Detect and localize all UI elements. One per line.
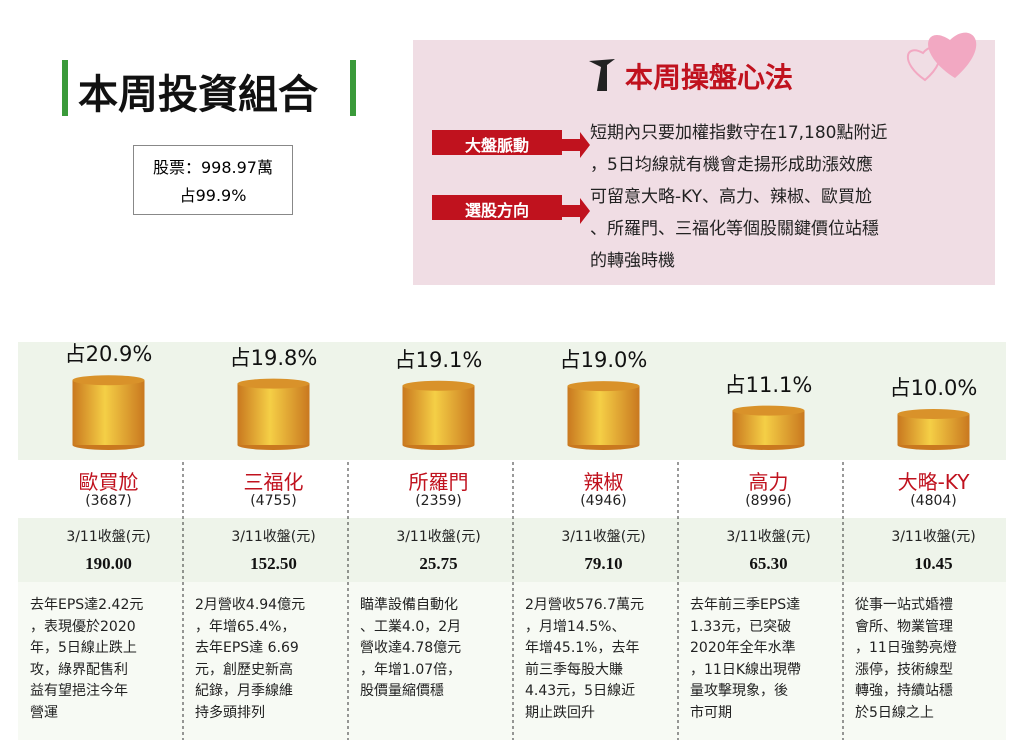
strategy-tag: 大盤脈動 (464, 136, 529, 155)
price: 10.45 (914, 554, 953, 573)
stock-name: 歐買尬 (78, 470, 139, 494)
desc-line: 股價量縮價穩 (360, 683, 444, 699)
desc-line: 紀錄，月季線維 (195, 683, 293, 699)
desc-line: 轉強，持續站穩 (855, 683, 953, 699)
strategy-title: 本周操盤心法 (625, 61, 794, 94)
desc-line: 漲停，技術線型 (855, 661, 953, 678)
holding-line: 股票：998.97萬 (153, 158, 273, 177)
strategy-line: 短期內只要加權指數守在17,180點附近 (590, 123, 888, 143)
desc-line: ，表現優於2020 (30, 618, 136, 635)
title-bar-left (62, 60, 68, 116)
desc-line: 期止跌回升 (525, 704, 595, 721)
close-label: 3/11收盤(元) (231, 529, 316, 545)
price: 25.75 (419, 554, 458, 573)
bar (237, 383, 310, 445)
strategy-panel (413, 40, 995, 285)
desc-line: 年增45.1%，去年 (525, 640, 640, 656)
strategy-tag: 選股方向 (464, 201, 529, 220)
value-label: 占11.1% (724, 372, 813, 397)
stock-name: 三福化 (243, 470, 304, 494)
desc-line: ，11日強勢亮燈 (855, 640, 957, 656)
desc-line: 瞄準設備自動化 (360, 597, 458, 613)
value-label: 占19.8% (229, 345, 318, 370)
desc-line: 去年EPS達2.42元 (30, 597, 144, 613)
stock-code: (4804) (910, 493, 957, 509)
cylinder-top (237, 378, 310, 389)
bar (897, 414, 970, 445)
close-label: 3/11收盤(元) (561, 529, 646, 545)
desc-line: 4.43元，5日線近 (525, 683, 636, 699)
value-label: 占10.0% (889, 376, 978, 400)
value-label: 占20.9% (64, 342, 153, 367)
price: 65.30 (749, 554, 788, 573)
desc-line: 營收達4.78億元 (360, 640, 462, 656)
holding-line: 占99.9% (179, 186, 247, 205)
bar (72, 380, 145, 445)
strategy-line: 可留意大略-KY、高力、辣椒、歐買尬 (590, 187, 873, 207)
cylinder-top (732, 405, 805, 416)
cylinder-top (897, 409, 970, 419)
hearts (906, 32, 977, 82)
cylinder-top (72, 375, 145, 386)
desc-line: 量攻擊現象，後 (690, 683, 788, 699)
stock-name: 所羅門 (408, 470, 469, 494)
strategy-line: ，5日均線就有機會走揚形成助漲效應 (590, 155, 873, 175)
desc-line: 2月營收576.7萬元 (525, 597, 644, 613)
desc-line: 2月營收4.94億元 (195, 597, 306, 613)
stock-code: (4946) (580, 493, 627, 509)
desc-line: 市可期 (690, 704, 732, 721)
icon (589, 59, 615, 91)
stock-code: (2359) (415, 493, 462, 509)
strategy-line: 、所羅門、三福化等個股關鍵價位站穩 (590, 219, 879, 239)
stock-name: 大略-KY (897, 470, 970, 494)
price: 152.50 (250, 554, 297, 573)
strategy-text: 短期內只要加權指數守在17,180點附近 ，5日均線就有機會走揚形成助漲效應 可留意… (590, 117, 887, 277)
desc-line: 從事一站式婚禮 (855, 597, 953, 613)
bar (732, 410, 805, 445)
cylinder-top (402, 380, 475, 391)
desc-line: 益有望挹注今年 (30, 683, 128, 699)
value-label: 占19.1% (394, 347, 483, 372)
desc-line: 會所、物業管理 (855, 618, 953, 635)
bar (402, 385, 475, 445)
price: 79.10 (584, 554, 623, 573)
bar (567, 386, 640, 445)
close-label: 3/11收盤(元) (66, 529, 151, 545)
stock-name: 高力 (748, 470, 789, 494)
stock-name: 辣椒 (583, 470, 624, 494)
desc-line: 去年EPS達 6.69 (195, 640, 299, 656)
desc-line: ，年增1.07倍， (360, 661, 462, 678)
title-bar-right (350, 60, 356, 116)
desc-line: 1.33元，已突破 (690, 618, 792, 635)
stock-code: (8996) (745, 493, 792, 509)
desc-line: 去年前三季EPS達 (690, 597, 801, 613)
desc-line: 攻，綠界配售利 (30, 661, 128, 678)
cylinder-top (567, 381, 640, 392)
desc-line: 元，創歷史新高 (195, 661, 293, 678)
strategy-line: 的轉強時機 (590, 251, 675, 271)
desc-line: 營運 (30, 704, 58, 721)
desc-line: 年，5日線止跌上 (30, 640, 137, 656)
close-label: 3/11收盤(元) (396, 529, 481, 545)
close-label: 3/11收盤(元) (726, 529, 811, 545)
page-title: 本周投資組合 (78, 72, 318, 118)
desc-line: 於5日線之上 (855, 704, 934, 721)
desc-line: ，月增14.5%、 (525, 618, 626, 635)
desc-line: 2020年全年水準 (690, 640, 796, 656)
desc-line: 前三季每股大賺 (525, 661, 623, 678)
price: 190.00 (85, 554, 132, 573)
desc-line: ，11日K線出現帶 (690, 661, 801, 678)
close-label: 3/11收盤(元) (891, 529, 976, 545)
desc-line: 持多頭排列 (195, 704, 265, 721)
tag-arrows (432, 130, 590, 224)
stock-code: (3687) (85, 493, 132, 509)
chart-band (18, 342, 1006, 460)
holding-box: 股票：998.97萬 占99.9% (133, 145, 293, 215)
value-label: 占19.0% (559, 348, 648, 373)
desc-line: ，年增65.4%， (195, 618, 296, 635)
stock-code: (4755) (250, 493, 297, 509)
desc-line: 、工業4.0，2月 (360, 618, 462, 635)
